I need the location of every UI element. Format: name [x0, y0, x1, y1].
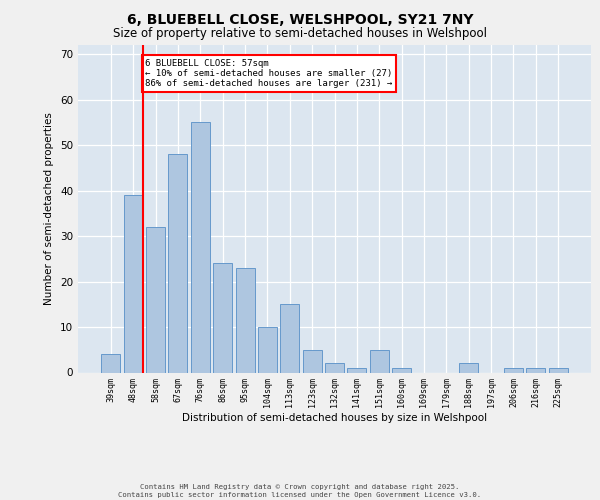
Bar	[526, 368, 545, 372]
X-axis label: Distribution of semi-detached houses by size in Welshpool: Distribution of semi-detached houses by …	[182, 413, 487, 423]
Bar	[101, 354, 121, 372]
Bar	[169, 154, 187, 372]
Bar	[392, 368, 411, 372]
Bar	[236, 268, 254, 372]
Bar	[124, 195, 143, 372]
Bar	[325, 364, 344, 372]
Bar	[302, 350, 322, 372]
Bar	[347, 368, 367, 372]
Bar	[146, 227, 165, 372]
Bar	[548, 368, 568, 372]
Text: 6 BLUEBELL CLOSE: 57sqm
← 10% of semi-detached houses are smaller (27)
86% of se: 6 BLUEBELL CLOSE: 57sqm ← 10% of semi-de…	[145, 58, 393, 88]
Bar	[504, 368, 523, 372]
Bar	[258, 327, 277, 372]
Bar	[459, 364, 478, 372]
Text: Size of property relative to semi-detached houses in Welshpool: Size of property relative to semi-detach…	[113, 28, 487, 40]
Text: 6, BLUEBELL CLOSE, WELSHPOOL, SY21 7NY: 6, BLUEBELL CLOSE, WELSHPOOL, SY21 7NY	[127, 12, 473, 26]
Bar	[280, 304, 299, 372]
Bar	[213, 264, 232, 372]
Text: Contains HM Land Registry data © Crown copyright and database right 2025.
Contai: Contains HM Land Registry data © Crown c…	[118, 484, 482, 498]
Bar	[191, 122, 210, 372]
Bar	[370, 350, 389, 372]
Y-axis label: Number of semi-detached properties: Number of semi-detached properties	[44, 112, 55, 305]
